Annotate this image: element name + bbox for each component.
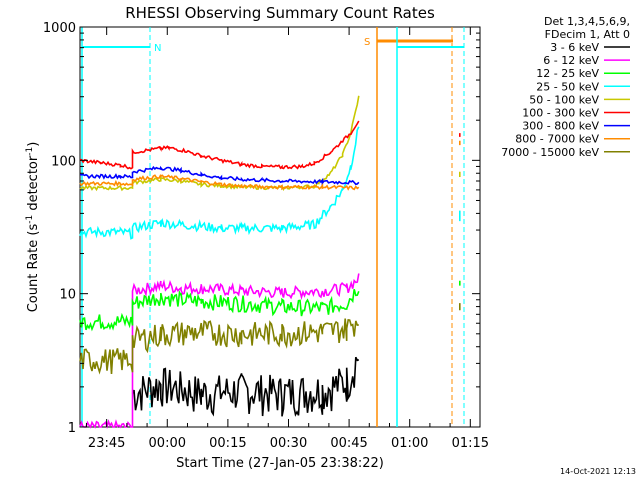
x-tick-label: 00:00 (149, 436, 186, 451)
footer-date: 14-Oct-2021 12:13 (560, 467, 636, 476)
plot-frame (79, 26, 481, 428)
series-line (79, 95, 461, 192)
series-line (79, 280, 461, 332)
legend-label: 800 - 7000 keV (515, 133, 599, 146)
y-tick-label: 1000 (43, 21, 76, 36)
x-tick-label: 01:15 (452, 436, 489, 451)
legend-label: 300 - 800 keV (522, 120, 599, 133)
series-line (79, 120, 461, 170)
y-tick-label: 100 (51, 154, 76, 169)
x-tick-label: 00:15 (209, 436, 246, 451)
chart-title: RHESSI Observing Summary Count Rates (125, 4, 435, 22)
legend-label: 50 - 100 keV (529, 93, 599, 106)
legend-label: 3 - 6 keV (550, 41, 599, 54)
x-axis-label: Start Time (27-Jan-05 23:38:22) (176, 456, 384, 471)
series-line (79, 140, 461, 191)
series-line (79, 273, 360, 430)
annotation-n: N (154, 43, 161, 54)
y-axis-label: Count Rate (s-1 detector-1) (25, 142, 41, 313)
legend-label: 100 - 300 keV (522, 107, 599, 120)
series-line (79, 126, 461, 240)
series-line (131, 356, 360, 417)
legend-header-1: Det 1,3,4,5,6,9, (544, 15, 630, 28)
legend-label: 25 - 50 keV (536, 80, 599, 93)
series-layer (79, 95, 461, 430)
x-tick-label: 00:30 (270, 436, 307, 451)
y-tick-label: 10 (59, 288, 76, 303)
y-tick-label: 1 (68, 421, 76, 436)
x-tick-label: 01:00 (391, 436, 428, 451)
legend-label: 12 - 25 keV (536, 67, 599, 80)
annotation-s: S (364, 37, 370, 48)
axis-layer: 1 10 100 1000 23:45 00:00 00:15 00:30 00:45 01:00… (43, 21, 489, 451)
x-tick-label: 23:45 (88, 436, 125, 451)
series-line (80, 165, 360, 186)
legend: Det 1,3,4,5,6,9, FDecim 1, Att 0 3 - 6 k… (501, 15, 630, 159)
x-tick-label: 00:45 (330, 436, 367, 451)
legend-header-2: FDecim 1, Att 0 (545, 28, 630, 41)
legend-label: 6 - 12 keV (543, 54, 599, 67)
legend-label: 7000 - 15000 keV (501, 146, 599, 159)
series-line (79, 303, 461, 375)
